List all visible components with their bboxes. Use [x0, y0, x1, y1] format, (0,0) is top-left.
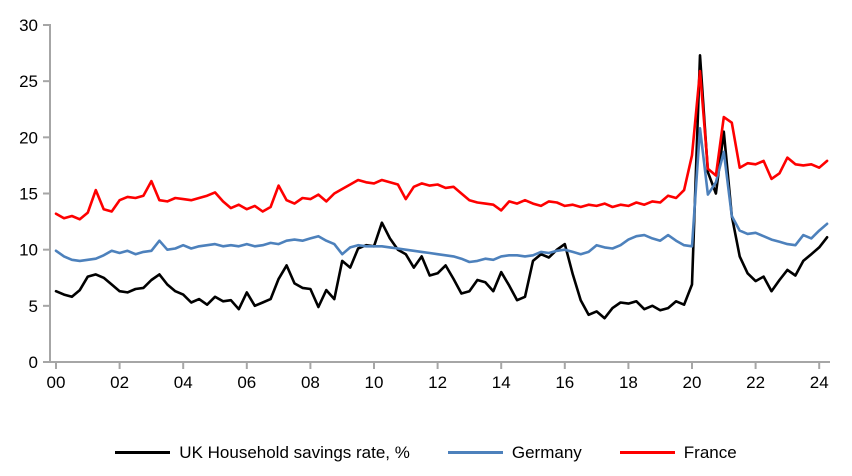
y-tick-label: 15	[19, 185, 38, 204]
series-line-germany	[54, 127, 829, 264]
legend-item-germany: Germany	[447, 443, 582, 462]
y-tick-label: 30	[19, 16, 38, 35]
y-tick-label: 0	[29, 353, 38, 372]
y-tick-label: 25	[19, 72, 38, 91]
x-tick-label: 12	[428, 373, 447, 392]
x-tick-label: 04	[174, 373, 193, 392]
series-line-france	[54, 69, 829, 221]
y-tick-label: 20	[19, 128, 38, 147]
legend-label-france: France	[683, 443, 737, 462]
x-tick-label: 10	[365, 373, 384, 392]
y-tick-label: 10	[19, 241, 38, 260]
x-tick-label: 22	[746, 373, 765, 392]
x-tick-label: 24	[810, 373, 829, 392]
legend-label-germany: Germany	[511, 443, 582, 462]
legend-swatch-germany	[447, 451, 503, 454]
legend-swatch-france	[619, 451, 675, 454]
x-tick-label: 20	[683, 373, 702, 392]
x-tick-label: 18	[619, 373, 638, 392]
x-tick-label: 00	[47, 373, 66, 392]
x-tick-label: 16	[555, 373, 574, 392]
legend-swatch-uk	[115, 451, 171, 454]
legend-label-uk: UK Household savings rate, %	[179, 443, 410, 462]
legend-item-uk: UK Household savings rate, %	[115, 444, 410, 461]
x-tick-label: 08	[301, 373, 320, 392]
legend-item-france: France	[619, 443, 737, 462]
x-tick-label: 02	[110, 373, 129, 392]
x-tick-label: 06	[237, 373, 256, 392]
x-tick-label: 14	[492, 373, 511, 392]
y-tick-label: 5	[29, 297, 38, 316]
chart-legend: UK Household savings rate, % Germany Fra…	[0, 444, 852, 461]
